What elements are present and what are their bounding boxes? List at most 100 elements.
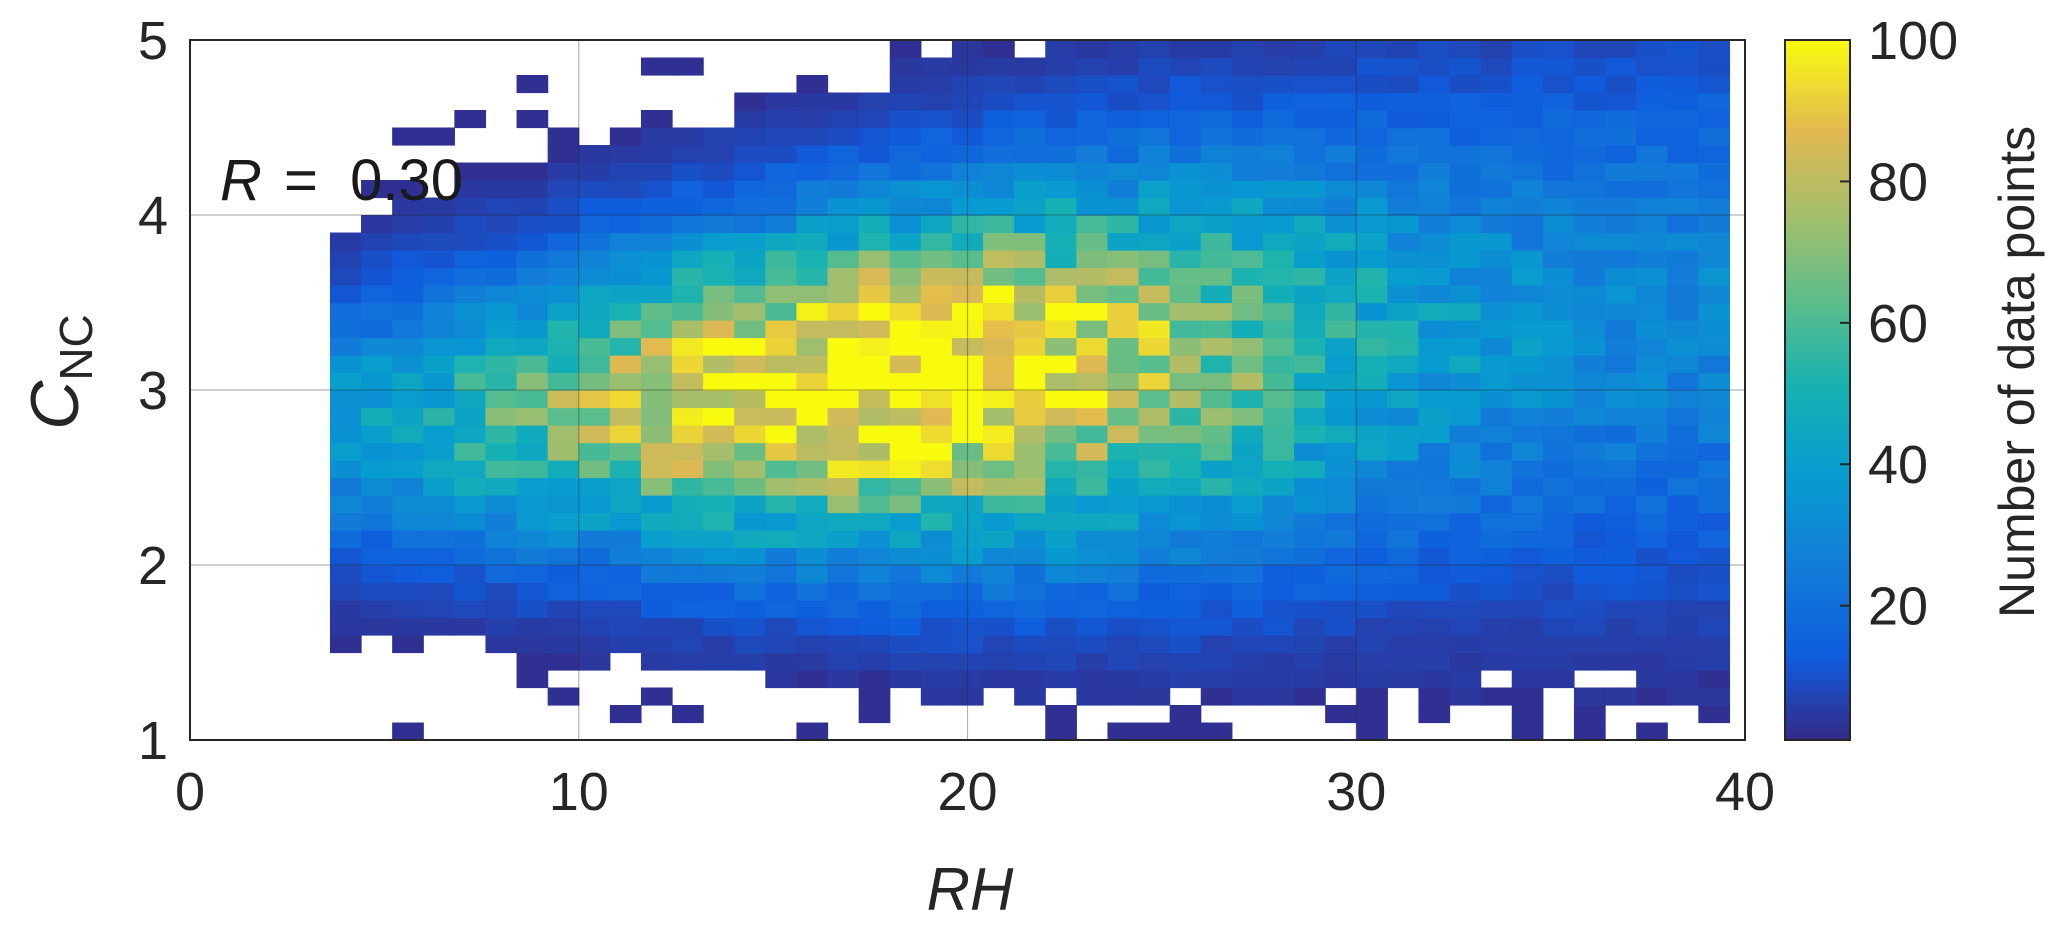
heatmap-cell [1542, 407, 1575, 426]
heatmap-cell [640, 250, 673, 269]
heatmap-cell [392, 547, 424, 566]
heatmap-cell [1076, 407, 1109, 426]
heatmap-cell [1636, 267, 1668, 286]
heatmap-cell [765, 92, 798, 111]
heatmap-cell [672, 302, 704, 321]
heatmap-cell [1698, 407, 1731, 426]
heatmap-cell [1605, 390, 1637, 409]
heatmap-cell [516, 460, 549, 479]
heatmap-cell [1573, 197, 1606, 216]
heatmap-cell [1418, 425, 1451, 444]
heatmap-cell [423, 530, 455, 549]
heatmap-cell [1076, 512, 1109, 531]
y-tick-label: 1 [138, 711, 168, 771]
heatmap-cell [1231, 477, 1264, 496]
heatmap-cell [1636, 215, 1668, 234]
heatmap-cell [1325, 652, 1357, 671]
heatmap-cell [796, 145, 829, 164]
heatmap-cell [920, 337, 953, 356]
heatmap-cell [796, 495, 829, 514]
heatmap-cell [796, 110, 829, 129]
heatmap-cell [1356, 337, 1388, 356]
heatmap-cell [1480, 285, 1513, 304]
heatmap-cell [703, 600, 735, 619]
heatmap-cell [1076, 145, 1109, 164]
heatmap-cells [329, 40, 1731, 741]
heatmap-cell [1605, 442, 1637, 461]
heatmap-cell [547, 460, 580, 479]
heatmap-cell [1418, 215, 1451, 234]
heatmap-cell [1449, 617, 1482, 636]
heatmap-cell [889, 530, 922, 549]
heatmap-cell [1605, 127, 1637, 146]
heatmap-cell [609, 407, 642, 426]
heatmap-cell [827, 600, 860, 619]
heatmap-cell [796, 337, 829, 356]
heatmap-cell [672, 250, 704, 269]
heatmap-cell [392, 460, 424, 479]
heatmap-cell [1231, 530, 1264, 549]
heatmap-cell [951, 635, 984, 654]
heatmap-cell [1667, 495, 1699, 514]
heatmap-cell [796, 512, 829, 531]
heatmap-cell [1480, 40, 1513, 59]
heatmap-cell [1356, 600, 1388, 619]
heatmap-cell [889, 600, 922, 619]
heatmap-cell [1107, 40, 1140, 59]
heatmap-cell [1480, 512, 1513, 531]
heatmap-cell [1511, 600, 1544, 619]
heatmap-cell [361, 372, 393, 391]
heatmap-cell [889, 162, 922, 181]
heatmap-cell [951, 565, 984, 584]
heatmap-cell [1542, 512, 1575, 531]
heatmap-cell [1636, 390, 1668, 409]
heatmap-cell [329, 320, 362, 339]
heatmap-cell [454, 600, 487, 619]
heatmap-cell [329, 477, 362, 496]
heatmap-cell [1231, 250, 1264, 269]
heatmap-cell [765, 477, 798, 496]
heatmap-cell [640, 617, 673, 636]
heatmap-cell [1573, 687, 1606, 706]
r-value: = 0.30 [284, 148, 463, 213]
heatmap-cell [1387, 267, 1420, 286]
heatmap-cell [1014, 407, 1046, 426]
heatmap-cell [1605, 460, 1637, 479]
heatmap-cell [578, 600, 611, 619]
heatmap-cell [454, 460, 487, 479]
heatmap-cell [1138, 215, 1171, 234]
heatmap-cell [1045, 582, 1077, 601]
heatmap-cell [640, 372, 673, 391]
heatmap-cell [1667, 687, 1699, 706]
heatmap-cell [1480, 372, 1513, 391]
heatmap-cell [858, 687, 891, 706]
heatmap-cell [1169, 442, 1202, 461]
heatmap-cell [672, 442, 704, 461]
heatmap-cell [1573, 600, 1606, 619]
heatmap-cell [485, 600, 518, 619]
heatmap-cell [485, 425, 518, 444]
heatmap-cell [1169, 547, 1202, 566]
heatmap-cell [920, 285, 953, 304]
heatmap-cell [1138, 250, 1171, 269]
heatmap-cell [1542, 635, 1575, 654]
heatmap-cell [858, 355, 891, 374]
heatmap-cell [392, 530, 424, 549]
heatmap-cell [1356, 267, 1388, 286]
heatmap-cell [1667, 442, 1699, 461]
heatmap-cell [858, 162, 891, 181]
heatmap-cell [1231, 232, 1264, 251]
heatmap-cell [423, 617, 455, 636]
heatmap-cell [1076, 197, 1109, 216]
heatmap-cell [1480, 75, 1513, 94]
heatmap-cell [454, 582, 487, 601]
heatmap-cell [1573, 250, 1606, 269]
heatmap-cell [392, 407, 424, 426]
heatmap-cell [1511, 250, 1544, 269]
heatmap-cell [1045, 547, 1077, 566]
heatmap-cell [1014, 145, 1046, 164]
heatmap-cell [1169, 565, 1202, 584]
heatmap-cell [765, 425, 798, 444]
heatmap-cell [1356, 722, 1388, 741]
heatmap-cell [1605, 302, 1637, 321]
